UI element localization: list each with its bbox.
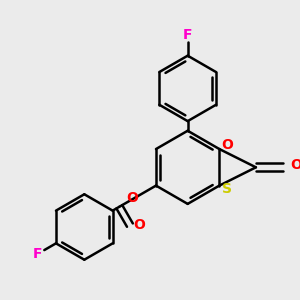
Text: F: F xyxy=(183,28,192,41)
Text: S: S xyxy=(222,182,232,197)
Text: F: F xyxy=(33,247,42,261)
Text: O: O xyxy=(290,158,300,172)
Text: O: O xyxy=(134,218,146,232)
Text: O: O xyxy=(126,191,138,205)
Text: O: O xyxy=(221,138,233,152)
